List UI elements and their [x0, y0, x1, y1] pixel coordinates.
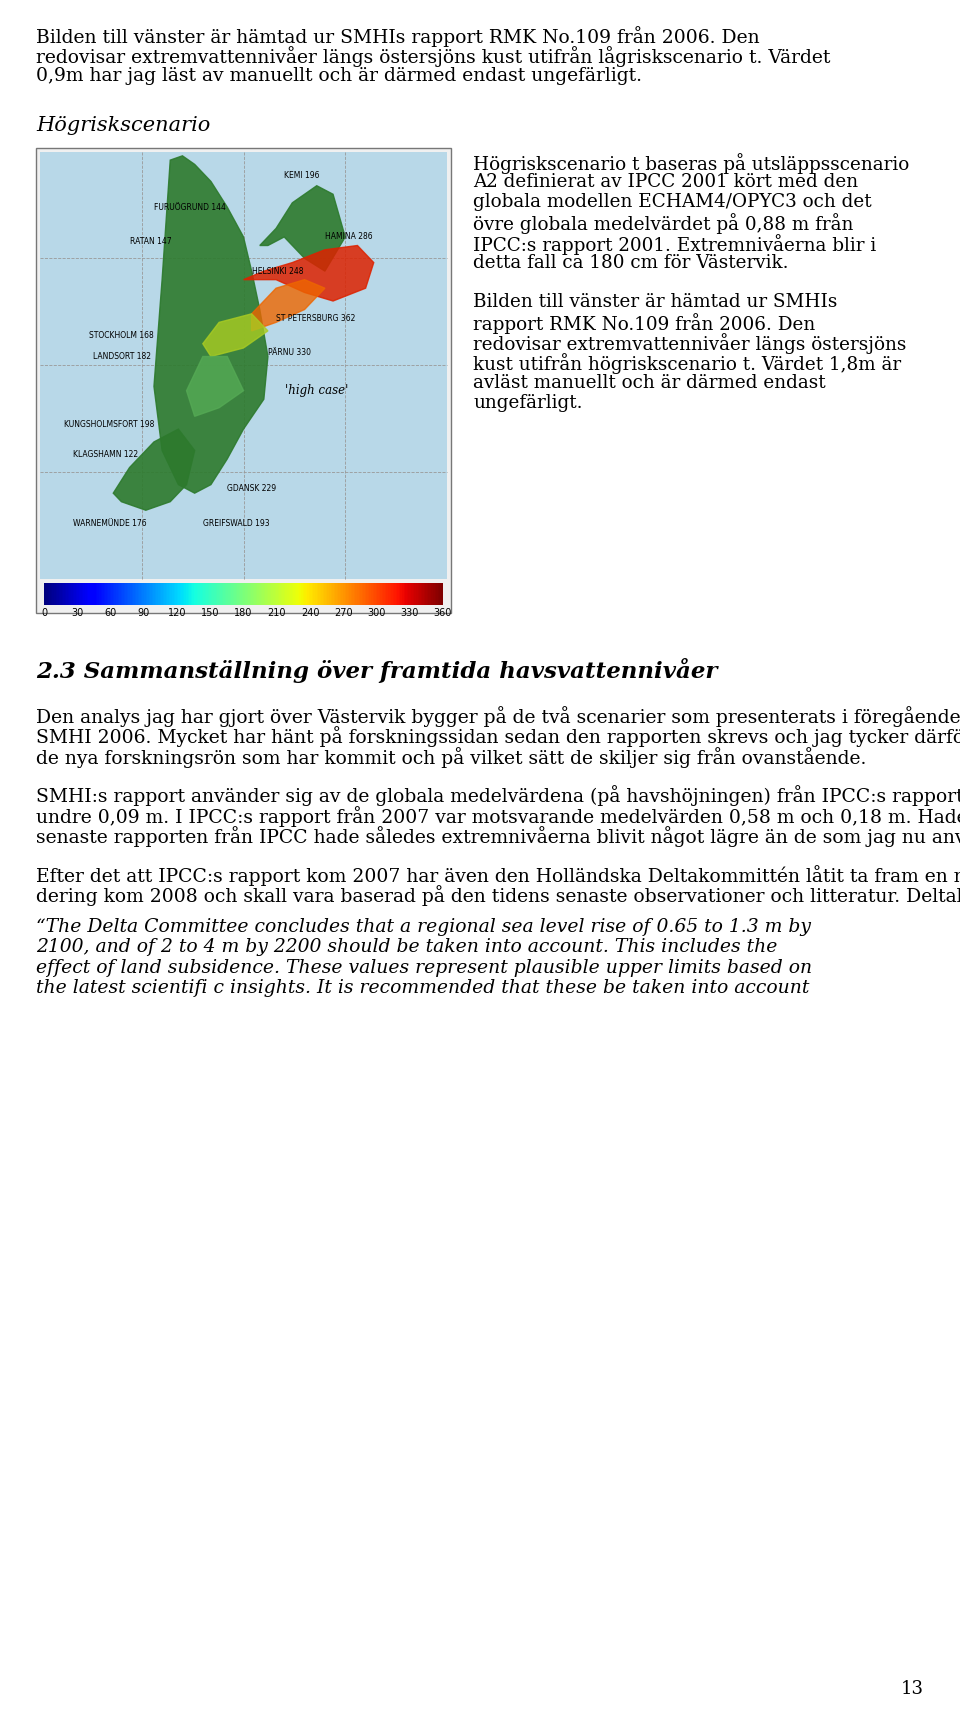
Text: 330: 330 — [400, 608, 419, 618]
Text: rapport RMK No.109 från 2006. Den: rapport RMK No.109 från 2006. Den — [473, 312, 815, 333]
Text: the latest scientifi c insights. It is recommended that these be taken into acco: the latest scientifi c insights. It is r… — [36, 979, 809, 998]
Text: SMHI 2006. Mycket har hänt på forskningssidan sedan den rapporten skrevs och jag: SMHI 2006. Mycket har hänt på forsknings… — [36, 727, 960, 747]
Text: GDANSK 229: GDANSK 229 — [228, 485, 276, 494]
Text: 120: 120 — [168, 608, 186, 618]
Bar — [40, 152, 447, 578]
Text: kust utifrån högriskscenario t. Värdet 1,8m är: kust utifrån högriskscenario t. Värdet 1… — [473, 354, 901, 375]
Text: 2100, and of 2 to 4 m by 2200 should be taken into account. This includes the: 2100, and of 2 to 4 m by 2200 should be … — [36, 939, 778, 956]
Text: Högriskscenario t baseras på utsläppsscenario: Högriskscenario t baseras på utsläppssce… — [473, 152, 909, 174]
Text: 90: 90 — [137, 608, 150, 618]
Text: globala modellen ECHAM4/OPYC3 och det: globala modellen ECHAM4/OPYC3 och det — [473, 193, 872, 211]
Polygon shape — [203, 314, 268, 357]
Text: 0,9m har jag läst av manuellt och är därmed endast ungefärligt.: 0,9m har jag läst av manuellt och är där… — [36, 67, 642, 85]
Text: 60: 60 — [105, 608, 116, 618]
Polygon shape — [252, 280, 324, 331]
Text: WARNEMÜNDE 176: WARNEMÜNDE 176 — [73, 518, 146, 528]
Text: senaste rapporten från IPCC hade således extremnivåerna blivit något lägre än de: senaste rapporten från IPCC hade således… — [36, 827, 960, 847]
Text: 300: 300 — [368, 608, 386, 618]
Text: LANDSORT 182: LANDSORT 182 — [93, 352, 151, 361]
Text: redovisar extremvattennivåer längs östersjöns kust utifrån lågriskscenario t. Vä: redovisar extremvattennivåer längs öster… — [36, 47, 830, 67]
Text: 'high case': 'high case' — [285, 385, 348, 397]
Bar — [36, 147, 451, 613]
Text: 30: 30 — [71, 608, 84, 618]
Polygon shape — [154, 155, 268, 494]
Text: Bilden till vänster är hämtad ur SMHIs: Bilden till vänster är hämtad ur SMHIs — [473, 292, 837, 311]
Text: 180: 180 — [234, 608, 252, 618]
Text: SMHI:s rapport använder sig av de globala medelvärdena (på havshöjningen) från I: SMHI:s rapport använder sig av de global… — [36, 785, 960, 806]
Text: GREIFSWALD 193: GREIFSWALD 193 — [203, 518, 270, 528]
Text: 13: 13 — [901, 1679, 924, 1698]
Text: redovisar extremvattennivåer längs östersjöns: redovisar extremvattennivåer längs öster… — [473, 333, 906, 354]
Text: undre 0,09 m. I IPCC:s rapport från 2007 var motsvarande medelvärden 0,58 m och : undre 0,09 m. I IPCC:s rapport från 2007… — [36, 806, 960, 827]
Text: detta fall ca 180 cm för Västervik.: detta fall ca 180 cm för Västervik. — [473, 254, 788, 273]
Polygon shape — [260, 186, 346, 271]
Text: KUNGSHOLMSFORT 198: KUNGSHOLMSFORT 198 — [64, 421, 155, 430]
Text: A2 definierat av IPCC 2001 kört med den: A2 definierat av IPCC 2001 kört med den — [473, 173, 858, 192]
Text: KEMI 196: KEMI 196 — [284, 171, 320, 180]
Text: de nya forskningsrön som har kommit och på vilket sätt de skiljer sig från ovans: de nya forskningsrön som har kommit och … — [36, 747, 866, 768]
Text: STOCKHOLM 168: STOCKHOLM 168 — [89, 331, 154, 340]
Text: Bilden till vänster är hämtad ur SMHIs rapport RMK No.109 från 2006. Den: Bilden till vänster är hämtad ur SMHIs r… — [36, 26, 759, 47]
Text: dering kom 2008 och skall vara baserad på den tidens senaste observationer och l: dering kom 2008 och skall vara baserad p… — [36, 885, 960, 906]
Text: 240: 240 — [300, 608, 320, 618]
Text: 2.3 Sammanställning över framtida havsvattennivåer: 2.3 Sammanställning över framtida havsva… — [36, 658, 717, 682]
Text: 210: 210 — [268, 608, 286, 618]
Text: Den analys jag har gjort över Västervik bygger på de två scenarier som presenter: Den analys jag har gjort över Västervik … — [36, 706, 960, 727]
Text: 270: 270 — [334, 608, 352, 618]
Text: 150: 150 — [201, 608, 220, 618]
Text: “The Delta Committee concludes that a regional sea level rise of 0.65 to 1.3 m b: “The Delta Committee concludes that a re… — [36, 918, 811, 935]
Polygon shape — [113, 430, 195, 511]
Text: KLAGSHAMN 122: KLAGSHAMN 122 — [73, 450, 137, 459]
Text: övre globala medelvärdet på 0,88 m från: övre globala medelvärdet på 0,88 m från — [473, 214, 853, 235]
Text: FURUÖGRUND 144: FURUÖGRUND 144 — [154, 202, 226, 212]
Text: HELSINKI 248: HELSINKI 248 — [252, 266, 303, 276]
Text: RATAN 147: RATAN 147 — [130, 236, 171, 245]
Text: effect of land subsidence. These values represent plausible upper limits based o: effect of land subsidence. These values … — [36, 958, 812, 977]
Text: 0: 0 — [41, 608, 47, 618]
Text: ungefärligt.: ungefärligt. — [473, 394, 583, 413]
Polygon shape — [186, 357, 244, 416]
Text: ST PETERSBURG 362: ST PETERSBURG 362 — [276, 314, 355, 323]
Text: PÄRNU 330: PÄRNU 330 — [268, 347, 311, 357]
Text: HAMINA 286: HAMINA 286 — [324, 233, 372, 242]
Text: avläst manuellt och är därmed endast: avläst manuellt och är därmed endast — [473, 375, 826, 392]
Text: IPCC:s rapport 2001. Extremnivåerna blir i: IPCC:s rapport 2001. Extremnivåerna blir… — [473, 233, 876, 255]
Text: Högriskscenario: Högriskscenario — [36, 116, 210, 135]
Text: 360: 360 — [434, 608, 452, 618]
Text: Efter det att IPCC:s rapport kom 2007 har även den Holländska Deltakommittén låt: Efter det att IPCC:s rapport kom 2007 ha… — [36, 865, 960, 885]
Polygon shape — [244, 245, 373, 300]
